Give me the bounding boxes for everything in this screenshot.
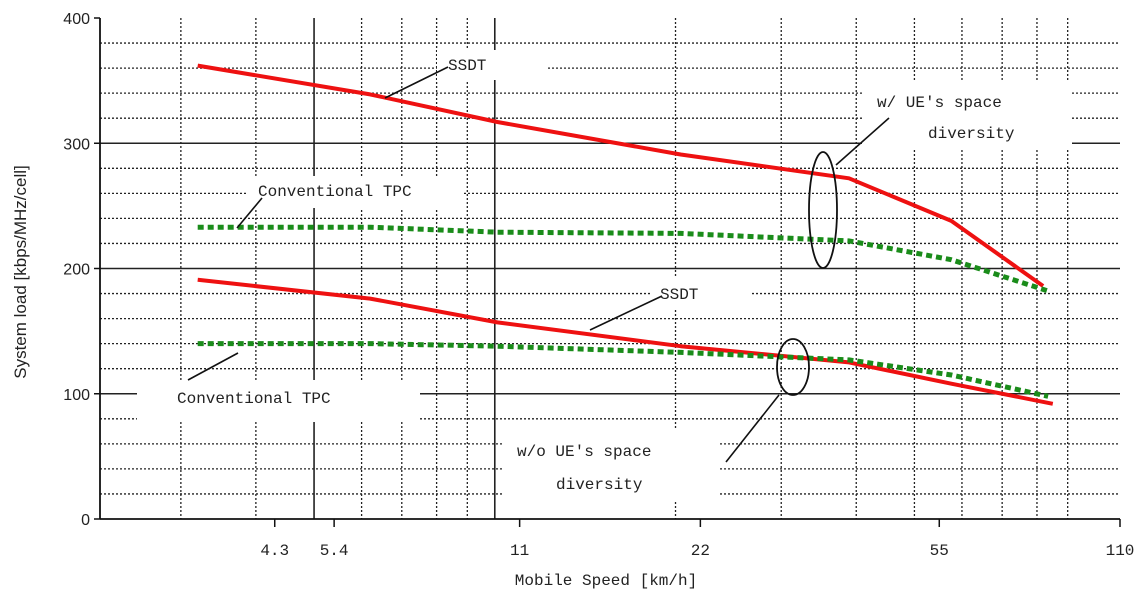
grid-lines <box>100 18 1120 519</box>
annotation-without-diversity-line2: diversity <box>556 476 643 494</box>
annotation-top-ssdt: SSDT <box>448 57 486 75</box>
x-tick-label: 22 <box>691 542 710 560</box>
label-background <box>137 380 420 422</box>
label-background <box>862 82 1072 150</box>
axes: 0 100 200 300 400 4.3 5.4 11 22 55 110 <box>63 11 1134 560</box>
leader-line <box>589 295 663 331</box>
annotation-top-conventional-tpc: Conventional TPC <box>258 183 412 201</box>
annotations <box>187 66 890 463</box>
y-axis-label: System load [kbps/MHz/cell] <box>11 165 30 379</box>
series-line-1 <box>197 63 1045 288</box>
series-line-3 <box>197 277 1054 406</box>
leader-line <box>725 394 780 463</box>
label-background <box>504 430 719 500</box>
x-tick-label: 4.3 <box>260 542 289 560</box>
y-tick-label: 200 <box>63 262 90 279</box>
leader-line <box>187 352 239 381</box>
y-tick-label: 300 <box>63 136 90 153</box>
y-tick-label: 100 <box>63 387 90 404</box>
group-ellipse-without-diversity <box>776 338 810 396</box>
series-line-4 <box>197 341 1049 399</box>
group-ellipse-with-diversity <box>808 151 838 269</box>
annotation-without-diversity-line1: w/o UE's space <box>517 443 651 461</box>
x-axis-label: Mobile Speed [km/h] <box>515 572 697 590</box>
leader-line <box>236 197 263 229</box>
leader-line <box>835 117 890 166</box>
label-background <box>248 176 463 208</box>
label-background <box>652 278 752 308</box>
annotation-bottom-ssdt: SSDT <box>660 286 698 304</box>
series-lines <box>197 63 1054 406</box>
x-tick-label: 55 <box>930 542 949 560</box>
label-background <box>437 50 547 80</box>
annotation-bottom-conventional-tpc: Conventional TPC <box>177 390 331 408</box>
series-line-2 <box>197 224 1049 294</box>
leader-line <box>384 66 449 99</box>
annotation-with-diversity-line1: w/ UE's space <box>877 94 1002 112</box>
y-tick-label: 400 <box>63 11 90 28</box>
x-tick-label: 11 <box>510 542 529 560</box>
x-tick-label: 110 <box>1106 542 1135 560</box>
x-tick-label: 5.4 <box>320 542 349 560</box>
annotation-with-diversity-line2: diversity <box>928 125 1015 143</box>
y-tick-label: 0 <box>81 512 90 529</box>
annotation-backgrounds <box>137 50 1072 500</box>
